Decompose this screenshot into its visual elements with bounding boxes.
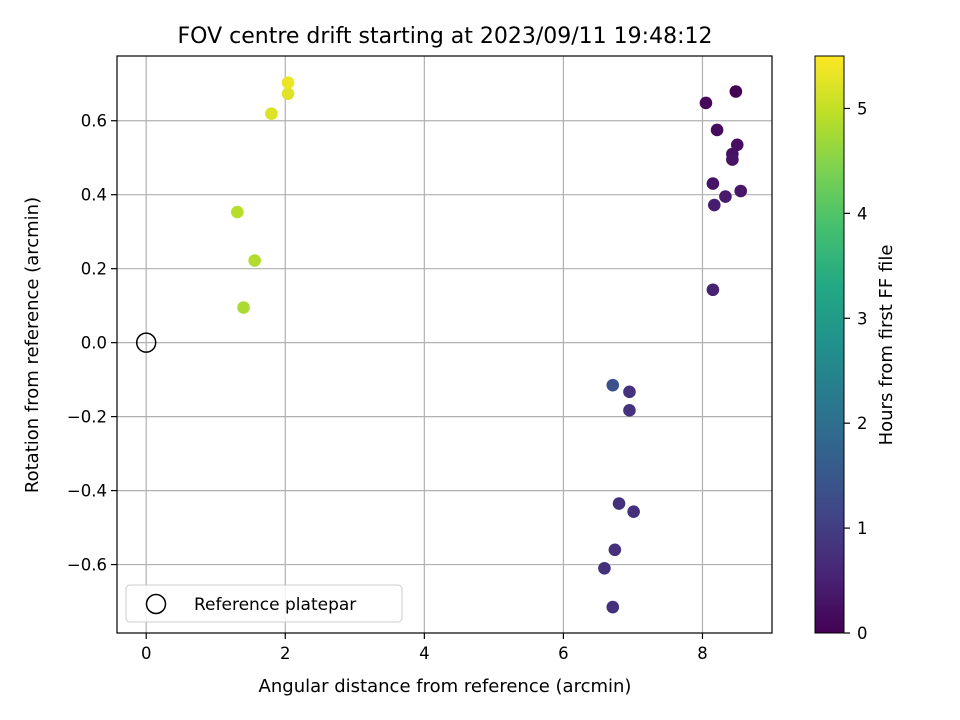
data-point [719,190,732,203]
data-point [707,198,721,212]
x-axis-label: Angular distance from reference (arcmin) [259,676,632,697]
y-tick-label: 0.0 [81,334,107,353]
data-point [706,177,720,190]
y-tick-label: 0.2 [81,260,107,279]
grid [117,56,772,633]
colorbar [814,55,845,634]
data-point [729,85,743,98]
data-point [706,283,720,297]
x-tick-label: 4 [419,644,430,663]
plot-area [117,56,772,633]
data-point [606,600,620,614]
reference-platepar-marker [135,332,157,353]
data-point [699,96,713,110]
legend-reference-marker [145,593,167,615]
plot-frame [116,55,773,634]
data-point [248,254,261,267]
x-tick-label: 2 [280,644,291,663]
data-point [598,561,611,575]
x-tick-label: 6 [558,644,569,663]
legend-box [125,584,403,623]
y-tick-label: 0.6 [81,112,107,131]
data-point [612,497,626,510]
x-tick-label: 0 [141,644,152,663]
axis-ticks: 0 2 4 6 8 −0.6 −0.4 −0.2 0.0 0.2 0.4 0.6 [67,112,708,663]
data-point [281,87,295,101]
data-point [237,301,250,314]
chart-title: FOV centre drift starting at 2023/09/11 … [178,24,713,49]
data-point [623,404,636,417]
data-point [730,138,744,152]
reference-marker-layer [135,332,157,353]
data-point [726,153,739,166]
data-point [710,123,724,137]
data-point [734,184,748,198]
legend-entry-label: Reference platepar [194,595,356,615]
data-point [230,205,244,219]
colorbar-tick-label: 4 [857,204,868,223]
y-tick-label: 0.4 [81,186,107,205]
colorbar-ticks: 0 1 2 3 4 5 [844,99,868,643]
colorbar-label: Hours from first FF file [876,245,897,446]
y-tick-label: −0.4 [67,482,107,501]
data-points [230,76,748,614]
x-tick-label: 8 [697,644,708,663]
colorbar-tick-label: 5 [857,99,868,118]
y-axis-label: Rotation from reference (arcmin) [22,197,43,493]
colorbar-tick-label: 1 [857,519,868,538]
colorbar-tick-label: 2 [857,414,868,433]
colorbar-tick-label: 3 [857,309,868,328]
legend: Reference platepar [125,584,403,623]
y-tick-label: −0.6 [67,556,107,575]
data-point [265,107,278,120]
y-tick-label: −0.2 [67,408,107,427]
data-point [281,76,295,89]
data-point [606,378,620,392]
data-point [627,505,640,518]
data-point [608,543,622,557]
data-point [623,385,636,399]
colorbar-tick-label: 0 [857,624,868,643]
